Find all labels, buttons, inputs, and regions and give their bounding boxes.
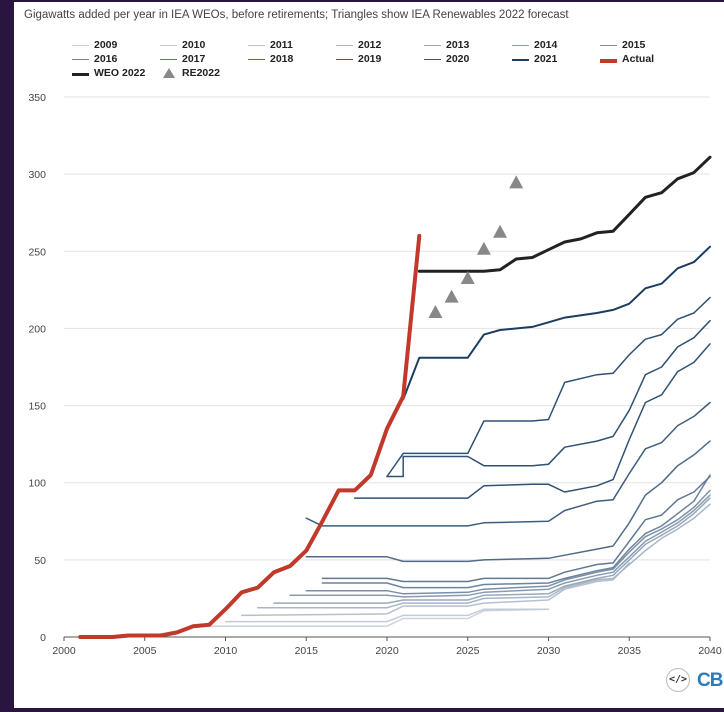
- legend-swatch: [72, 59, 89, 60]
- chart-card: Gigawatts added per year in IEA WEOs, be…: [14, 2, 724, 708]
- legend-swatch: [424, 45, 441, 46]
- series-line-2020c: [386, 296, 711, 478]
- series-line-2019: [305, 401, 711, 527]
- re2022-triangle-marker: [444, 289, 459, 303]
- re2022-triangle-marker: [509, 175, 524, 189]
- legend-label: 2021: [534, 53, 558, 65]
- x-tick-label: 2015: [295, 645, 319, 657]
- y-tick-label: 150: [28, 401, 46, 413]
- y-tick-label: 50: [34, 555, 46, 567]
- legend-swatch: [160, 45, 177, 46]
- x-tick-label: 2010: [214, 645, 238, 657]
- series-line-2010: [224, 608, 550, 623]
- x-tick-label: 2030: [537, 645, 561, 657]
- re2022-triangle-marker: [460, 271, 475, 285]
- legend-triangle-icon: [163, 68, 175, 78]
- legend-label: 2009: [94, 39, 118, 51]
- legend-swatch: [336, 59, 353, 60]
- embed-code-icon[interactable]: </>: [666, 668, 690, 692]
- y-tick-label: 250: [28, 246, 46, 258]
- series-line-weo-2022: [417, 155, 712, 273]
- series-line-2021: [402, 245, 711, 401]
- chart-subtitle: Gigawatts added per year in IEA WEOs, be…: [24, 9, 569, 21]
- legend-label: Actual: [622, 53, 655, 65]
- legend-swatch: [336, 45, 353, 46]
- x-tick-label: 2020: [375, 645, 399, 657]
- x-tick-label: 2025: [456, 645, 480, 657]
- y-tick-label: 0: [40, 632, 46, 644]
- re2022-triangle-marker: [493, 224, 508, 238]
- legend-label: 2020: [446, 53, 470, 65]
- re2022-triangle-marker: [428, 305, 443, 318]
- legend-swatch: [248, 59, 265, 60]
- y-tick-label: 200: [28, 323, 46, 335]
- series-line-2017: [321, 475, 711, 583]
- series-line-2009: [208, 608, 550, 627]
- legend-label: 2017: [182, 53, 206, 65]
- x-tick-label: 2000: [52, 645, 76, 657]
- legend-label: 2013: [446, 39, 470, 51]
- series-line-2013: [273, 497, 711, 604]
- legend-label: 2019: [358, 53, 382, 65]
- y-tick-label: 100: [28, 478, 46, 490]
- legend-swatch: [600, 45, 617, 46]
- legend-swatch: [72, 73, 89, 76]
- legend-label: 2011: [270, 39, 293, 51]
- series-line-2015: [305, 489, 711, 595]
- legend-label: WEO 2022: [94, 67, 146, 79]
- series-line-2011: [240, 562, 631, 617]
- legend-label: RE2022: [182, 67, 220, 79]
- legend-swatch: [512, 45, 529, 46]
- series-line-2016: [321, 474, 711, 589]
- x-tick-label: 2005: [133, 645, 157, 657]
- series-line-2012: [257, 503, 711, 609]
- re2022-triangle-marker: [476, 241, 491, 255]
- x-tick-label: 2040: [698, 645, 722, 657]
- x-tick-label: 2035: [618, 645, 642, 657]
- legend-swatch: [512, 59, 529, 61]
- legend-swatch: [72, 45, 89, 46]
- series-line-actual: [78, 233, 422, 639]
- legend-label: 2010: [182, 39, 206, 51]
- series-line-2018: [305, 440, 711, 563]
- series-line-2020b: [386, 319, 711, 478]
- y-tick-label: 350: [28, 92, 46, 104]
- legend-label: 2018: [270, 53, 294, 65]
- legend-swatch: [248, 45, 265, 46]
- legend-label: 2012: [358, 39, 382, 51]
- carbon-brief-logo: CB: [697, 670, 723, 691]
- legend-label: 2015: [622, 39, 646, 51]
- legend-swatch: [424, 59, 441, 60]
- series-line-2020: [353, 343, 711, 499]
- y-tick-label: 300: [28, 169, 46, 181]
- line-chart: 0 50 100 150 200 250 300 350 2000 2005 2010 2015 202…: [28, 92, 722, 657]
- legend-label: 2016: [94, 53, 118, 65]
- legend-label: 2014: [534, 39, 558, 51]
- legend-swatch: [160, 59, 177, 60]
- series-line-2014: [289, 494, 711, 598]
- legend-swatch: [600, 59, 617, 63]
